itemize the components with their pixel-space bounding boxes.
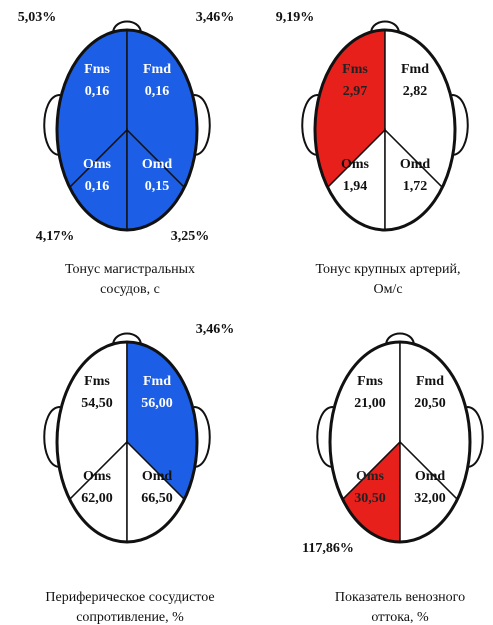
quadrant-value: 21,00 [354,396,386,411]
caption: Ом/с [373,282,402,297]
quadrant-value: 1,72 [403,179,428,194]
head-outline [55,28,199,232]
quadrant-label: Oms [83,469,112,484]
quadrant-value: 62,00 [81,491,113,506]
quadrant-value: 1,94 [343,179,368,194]
quadrant-value: 30,50 [354,491,386,506]
quadrant-label: Omd [400,157,431,172]
quadrant-value: 56,00 [141,396,173,411]
quadrant-value: 0,15 [145,179,170,194]
caption: Тонус крупных артерий, [315,262,460,277]
quadrant-label: Omd [142,469,173,484]
quadrant-value: 2,97 [343,84,368,99]
quadrant-label: Fms [84,62,110,77]
quadrant-value: 0,16 [85,179,110,194]
quadrant-label: Oms [356,469,385,484]
corner-percent: 3,25% [171,229,210,244]
corner-percent: 9,19% [276,10,315,25]
quadrant-label: Fms [357,374,383,389]
quadrant-label: Fmd [143,374,171,389]
corner-percent: 4,17% [36,229,75,244]
quadrant-label: Fms [342,62,368,77]
quadrant-value: 32,00 [414,491,446,506]
corner-percent: 3,46% [196,322,235,337]
caption: Показатель венозного [335,590,465,605]
corner-percent: 3,46% [196,10,235,25]
head-outline [328,340,472,544]
quadrant-label: Fmd [416,374,444,389]
quadrant-value: 2,82 [403,84,428,99]
quadrant-value: 0,16 [145,84,170,99]
quadrant-value: 20,50 [414,396,446,411]
corner-percent: 5,03% [18,10,57,25]
quadrant-label: Fmd [143,62,171,77]
quadrant-value: 54,50 [81,396,113,411]
quadrant-label: Fms [84,374,110,389]
caption: сосудов, с [100,282,160,297]
head-outline [55,340,199,544]
quadrant-value: 66,50 [141,491,173,506]
caption: Периферическое сосудистое [45,590,214,605]
quadrant-label: Fmd [401,62,429,77]
caption: Тонус магистральных [65,262,195,277]
quadrant-label: Oms [341,157,370,172]
corner-percent: 117,86% [302,541,354,556]
head-outline [313,28,457,232]
quadrant-label: Omd [415,469,446,484]
quadrant-label: Oms [83,157,112,172]
caption: сопротивление, % [76,610,184,625]
quadrant-label: Omd [142,157,173,172]
caption: оттока, % [371,610,429,625]
quadrant-value: 0,16 [85,84,110,99]
